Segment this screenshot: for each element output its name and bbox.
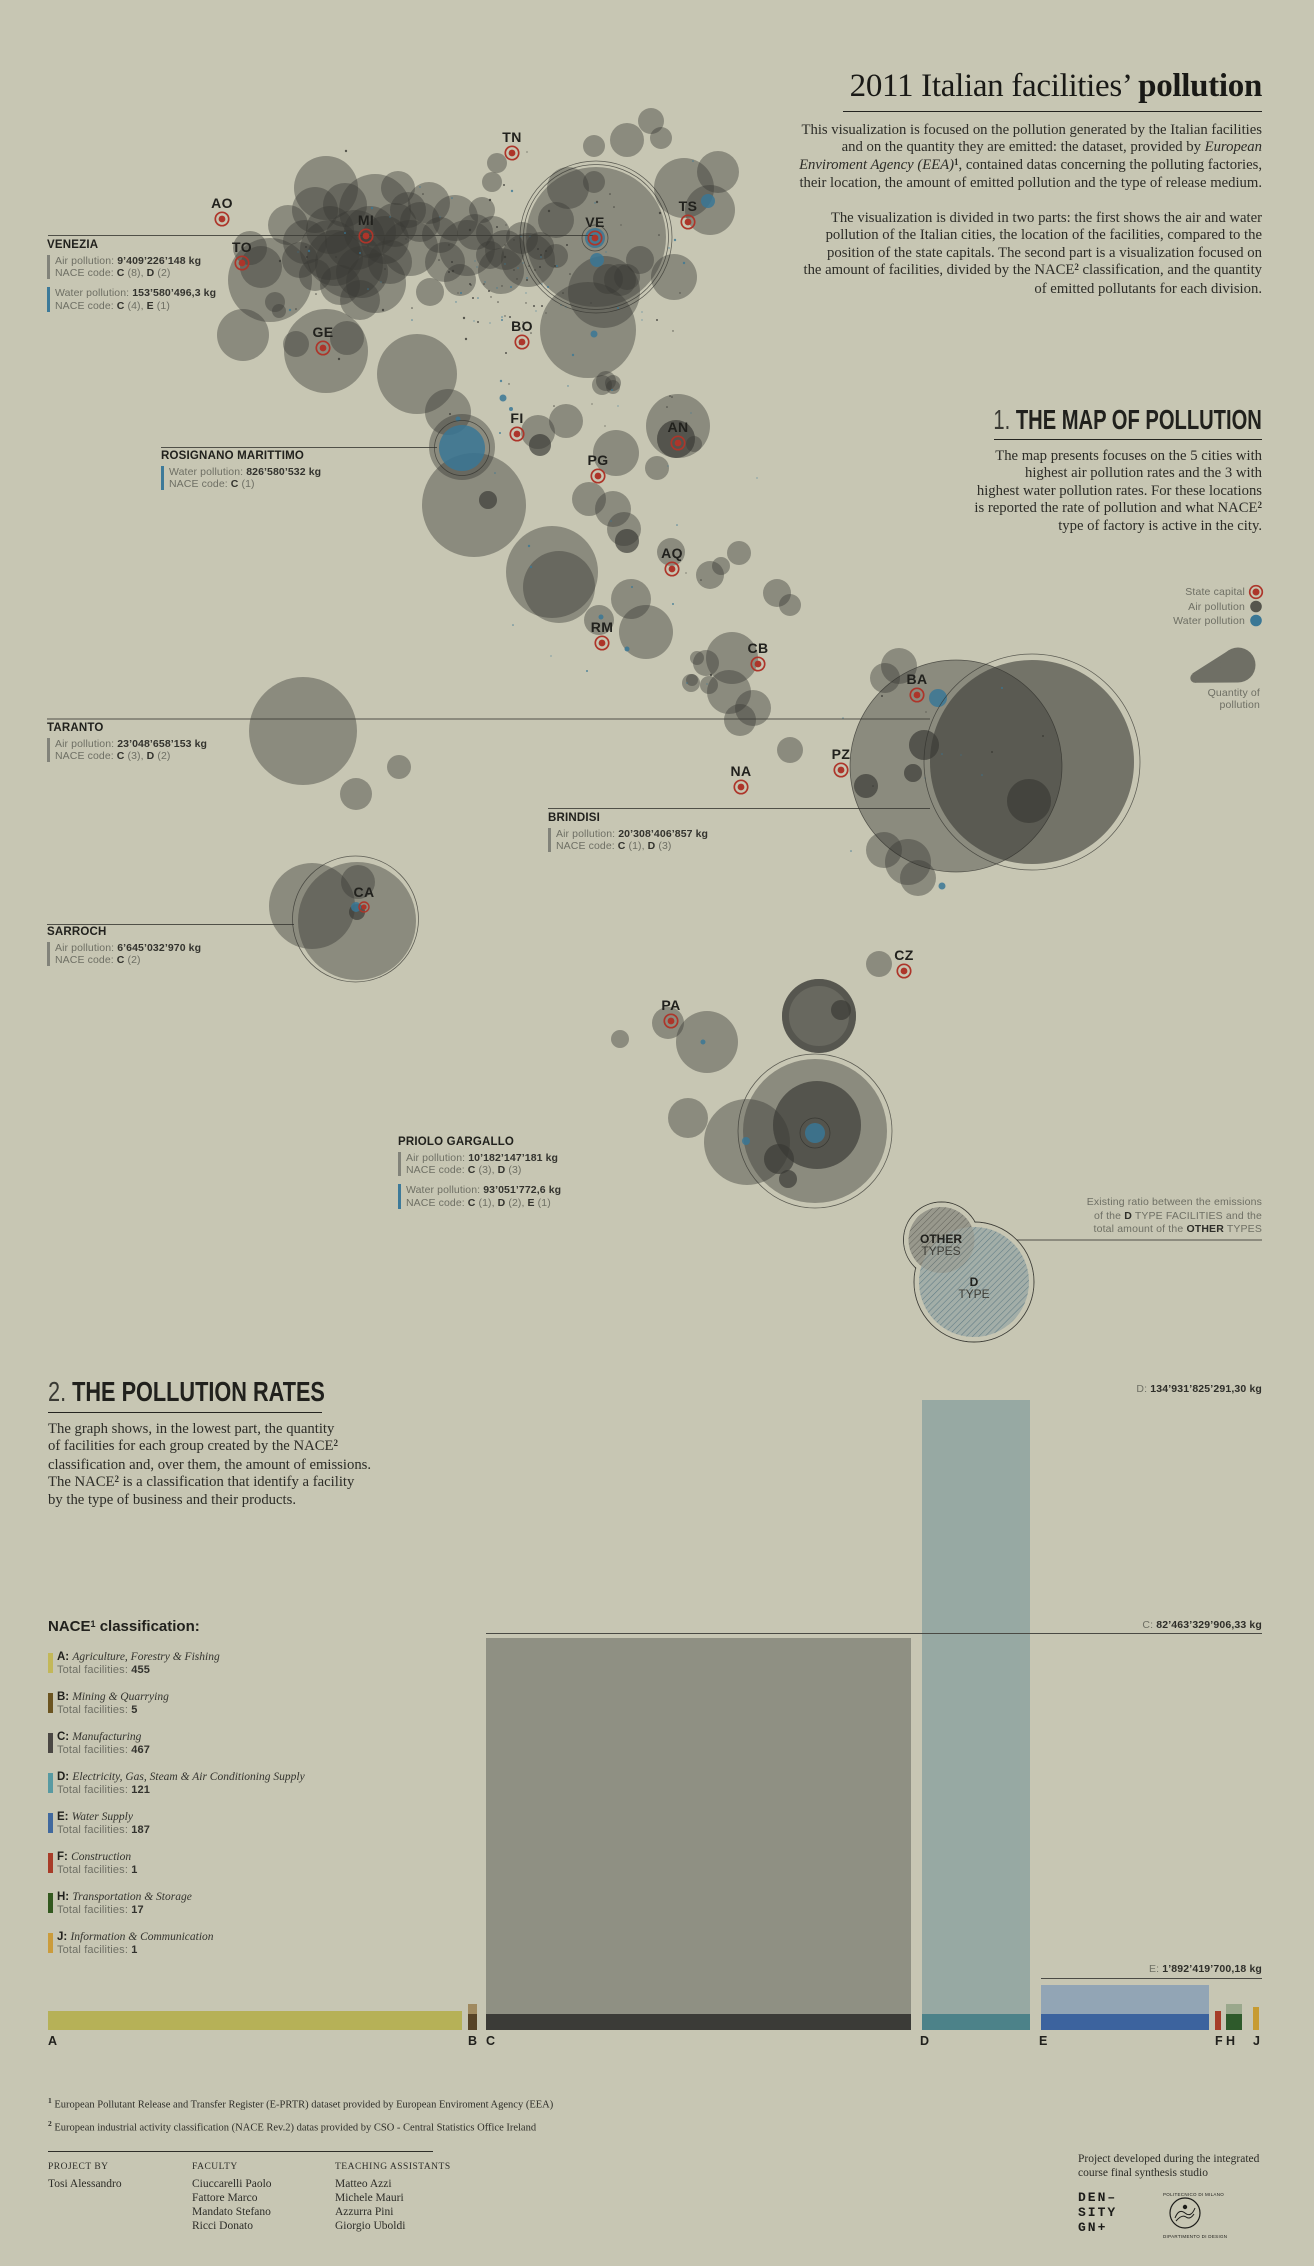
svg-text:NA: NA xyxy=(730,763,751,779)
svg-text:PA: PA xyxy=(661,997,680,1013)
svg-text:TYPE: TYPE xyxy=(958,1287,989,1301)
svg-text:CZ: CZ xyxy=(894,947,914,963)
svg-text:PG: PG xyxy=(587,452,608,468)
svg-text:TS: TS xyxy=(679,198,698,214)
svg-text:AQ: AQ xyxy=(661,545,683,561)
svg-text:RM: RM xyxy=(591,619,614,635)
svg-text:TO: TO xyxy=(232,239,252,255)
svg-text:PZ: PZ xyxy=(832,746,851,762)
svg-text:D: D xyxy=(970,1275,979,1289)
svg-text:CB: CB xyxy=(747,640,768,656)
svg-text:BO: BO xyxy=(511,318,533,334)
svg-text:MI: MI xyxy=(358,212,374,228)
svg-text:AO: AO xyxy=(211,195,233,211)
svg-text:FI: FI xyxy=(510,410,523,426)
svg-text:GE: GE xyxy=(312,324,333,340)
svg-text:AN: AN xyxy=(667,419,688,435)
svg-text:VE: VE xyxy=(585,214,604,230)
svg-text:CA: CA xyxy=(353,884,374,900)
svg-text:TN: TN xyxy=(502,129,521,145)
svg-text:OTHER: OTHER xyxy=(920,1232,962,1246)
svg-text:BA: BA xyxy=(906,671,927,687)
svg-text:TYPES: TYPES xyxy=(921,1244,960,1258)
